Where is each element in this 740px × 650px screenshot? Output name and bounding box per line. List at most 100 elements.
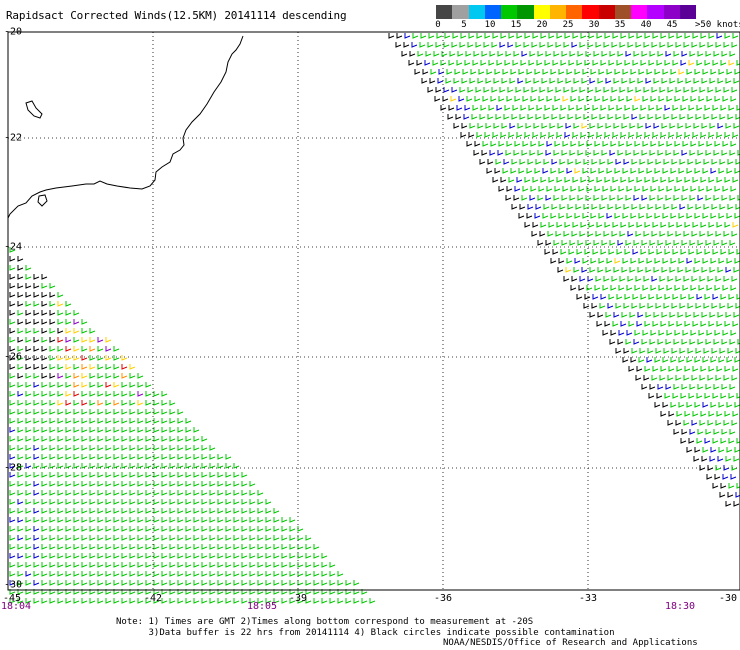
wind-barb xyxy=(685,78,692,84)
wind-barb xyxy=(576,105,583,111)
wind-barb xyxy=(726,213,733,219)
wind-barb xyxy=(81,409,88,415)
wind-barb xyxy=(49,562,56,568)
wind-barb xyxy=(707,375,714,381)
colorbar-swatch xyxy=(436,5,453,19)
wind-barb xyxy=(509,123,516,129)
wind-barb xyxy=(25,445,32,451)
wind-barb xyxy=(706,141,713,147)
wind-barb xyxy=(65,391,72,397)
wind-barb xyxy=(720,483,727,489)
wind-barb xyxy=(615,204,622,210)
wind-barb xyxy=(512,60,519,66)
wind-barb xyxy=(683,231,690,237)
wind-barb xyxy=(490,141,497,147)
wind-barb xyxy=(507,42,514,48)
lat-label-30: -30 xyxy=(4,579,23,591)
island-small xyxy=(37,194,48,207)
wind-barb xyxy=(595,87,602,93)
wind-barb xyxy=(612,33,619,39)
wind-barb xyxy=(639,114,646,120)
wind-barb xyxy=(193,598,200,604)
wind-barb xyxy=(534,168,541,174)
wind-barb xyxy=(329,580,336,586)
wind-barb xyxy=(666,285,673,291)
wind-barb xyxy=(576,60,583,66)
wind-barb xyxy=(708,33,715,39)
wind-barb xyxy=(81,580,88,586)
wind-barb xyxy=(673,240,680,246)
wind-barb xyxy=(710,168,717,174)
wind-barb xyxy=(716,321,723,327)
wind-barb xyxy=(718,357,725,363)
wind-barb xyxy=(736,294,740,300)
wind-barb xyxy=(257,490,264,496)
wind-barb xyxy=(491,87,498,93)
wind-barb xyxy=(81,427,88,433)
wind-barb xyxy=(500,33,507,39)
wind-barb xyxy=(49,373,56,379)
wind-barb xyxy=(353,589,360,595)
wind-barb xyxy=(669,78,676,84)
wind-barb xyxy=(680,60,687,66)
wind-barb xyxy=(273,589,280,595)
wind-barb xyxy=(728,249,735,255)
wind-barb xyxy=(736,105,740,111)
wind-barb xyxy=(617,339,624,345)
wind-barb xyxy=(587,42,594,48)
wind-barb xyxy=(540,177,547,183)
wind-barb xyxy=(590,213,597,219)
wind-barb xyxy=(513,195,520,201)
wind-barb xyxy=(73,418,80,424)
wind-barb xyxy=(257,598,264,604)
wind-barb xyxy=(557,123,564,129)
wind-barb xyxy=(129,418,136,424)
wind-barb xyxy=(65,562,72,568)
wind-barb xyxy=(9,517,16,523)
wind-barb xyxy=(25,265,32,271)
wind-barb xyxy=(573,78,580,84)
lon-label-45: -45 xyxy=(2,593,22,604)
wind-barb xyxy=(89,418,96,424)
wind-barb xyxy=(727,204,734,210)
wind-barb xyxy=(121,364,128,370)
wind-barb xyxy=(595,276,602,282)
wind-barb xyxy=(643,87,650,93)
wind-barb xyxy=(25,508,32,514)
wind-barb xyxy=(161,517,168,523)
wind-barb xyxy=(193,463,200,469)
wind-barb xyxy=(622,69,629,75)
wind-barb xyxy=(635,276,642,282)
wind-barb xyxy=(675,231,682,237)
wind-barb xyxy=(153,553,160,559)
wind-barb xyxy=(604,33,611,39)
wind-barb xyxy=(225,481,232,487)
wind-barb xyxy=(640,249,647,255)
wind-barb xyxy=(628,132,635,138)
wind-barb xyxy=(129,472,136,478)
wind-barb xyxy=(602,96,609,102)
wind-barb xyxy=(719,159,726,165)
wind-barb xyxy=(424,60,431,66)
wind-barb xyxy=(680,438,687,444)
wind-barb xyxy=(201,481,208,487)
wind-barb xyxy=(9,247,16,253)
wind-barb xyxy=(217,580,224,586)
wind-barb xyxy=(468,132,475,138)
wind-barb xyxy=(544,105,551,111)
wind-barb xyxy=(493,123,500,129)
wind-barb xyxy=(530,186,537,192)
wind-barb xyxy=(161,562,168,568)
wind-barb xyxy=(693,312,700,318)
wind-barb xyxy=(523,42,530,48)
wind-barb xyxy=(527,114,534,120)
wind-barb xyxy=(553,195,560,201)
wind-barb xyxy=(113,400,120,406)
wind-barb xyxy=(9,355,16,361)
wind-barb xyxy=(622,258,629,264)
wind-barb xyxy=(688,249,695,255)
wind-barb xyxy=(57,454,64,460)
wind-barb xyxy=(41,517,48,523)
wind-barb xyxy=(641,195,648,201)
wind-barb xyxy=(145,481,152,487)
